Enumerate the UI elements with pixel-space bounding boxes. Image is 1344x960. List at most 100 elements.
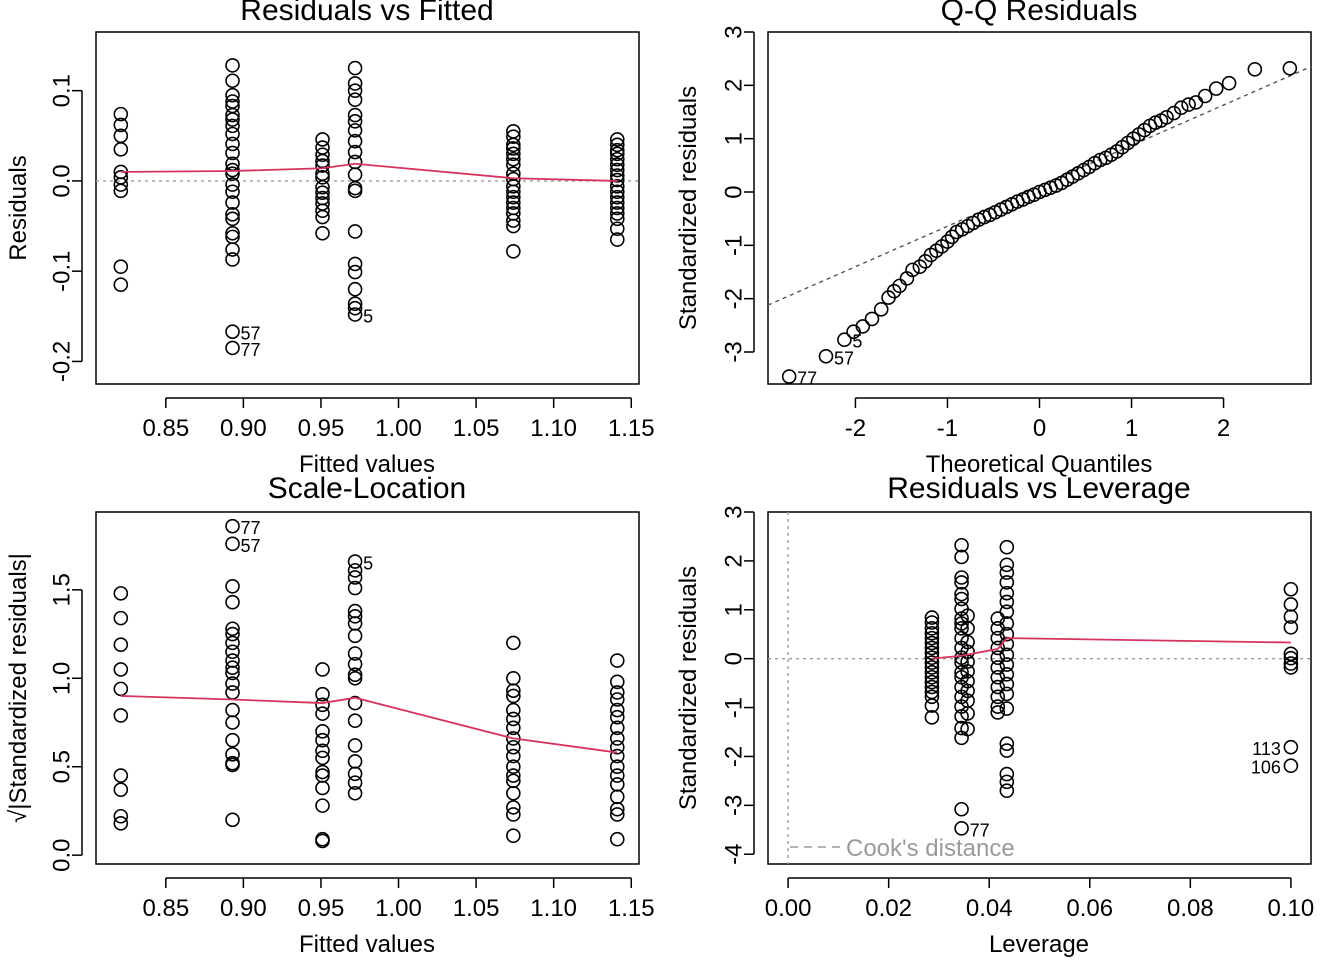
y-tick-label: 0 <box>721 652 748 665</box>
x-tick-label: 1 <box>1125 415 1138 442</box>
data-point <box>609 685 625 700</box>
data-point <box>999 783 1015 798</box>
data-point <box>912 259 928 274</box>
data-point <box>347 713 363 729</box>
y-tick-label: -1 <box>721 697 748 718</box>
data-point <box>347 609 363 624</box>
x-tick-label: 0.95 <box>298 895 345 922</box>
data-point <box>999 743 1015 758</box>
point-label: 77 <box>241 340 261 360</box>
data-point <box>347 224 363 239</box>
data-point <box>924 710 940 725</box>
data-point <box>999 676 1015 692</box>
data-point <box>347 76 363 91</box>
data-point <box>113 117 129 133</box>
y-tick-label: 0.0 <box>49 838 76 871</box>
data-point <box>924 655 940 670</box>
data-point <box>315 147 330 163</box>
data-point <box>999 736 1015 752</box>
plot-frame <box>767 511 1312 865</box>
data-point <box>315 750 330 766</box>
cooks-distance-legend-label: Cook's distance <box>846 835 1015 862</box>
data-point <box>347 144 363 160</box>
data-point <box>225 518 240 534</box>
data-point <box>609 200 625 216</box>
y-axis-label: Standardized residuals <box>675 86 702 330</box>
panel-title: Residuals vs Leverage <box>887 472 1191 505</box>
data-point <box>347 554 363 569</box>
y-tick-label: 1.5 <box>49 573 76 606</box>
data-point <box>609 195 625 210</box>
data-point <box>506 807 521 822</box>
data-point <box>113 782 129 798</box>
x-axis-label: Theoretical Quantiles <box>926 451 1153 478</box>
data-point <box>113 708 129 723</box>
y-tick-label: -1 <box>721 235 748 256</box>
data-point <box>347 307 363 322</box>
data-point <box>113 816 129 831</box>
panel-title: Q-Q Residuals <box>941 0 1138 27</box>
data-point <box>347 300 363 316</box>
data-point <box>225 812 240 828</box>
data-point <box>954 801 969 817</box>
data-point <box>225 594 240 610</box>
data-point <box>837 332 852 348</box>
data-point <box>609 801 625 817</box>
data-point <box>225 112 240 127</box>
data-point <box>225 685 240 700</box>
y-axis-label: Residuals <box>5 155 32 260</box>
data-point <box>225 166 240 182</box>
data-point <box>506 748 521 764</box>
point-label: 57 <box>241 324 261 344</box>
data-point <box>347 107 363 123</box>
data-point <box>990 669 1006 685</box>
x-tick-label: 1.15 <box>608 415 655 442</box>
x-tick-label: 0.95 <box>298 415 345 442</box>
data-point <box>609 189 625 205</box>
x-tick-label: -2 <box>845 415 866 442</box>
data-point <box>347 766 363 782</box>
data-point <box>225 660 240 675</box>
point-label: 77 <box>241 518 261 538</box>
data-point <box>960 683 975 699</box>
data-point <box>954 586 969 602</box>
data-point <box>999 604 1015 620</box>
data-point <box>506 759 521 775</box>
data-point <box>315 780 330 796</box>
data-point <box>609 720 625 736</box>
data-point <box>506 195 521 210</box>
smoother-line <box>931 637 1291 660</box>
data-point <box>1283 656 1299 671</box>
data-point <box>609 146 625 162</box>
data-point <box>225 578 240 594</box>
data-point <box>609 179 625 194</box>
data-point <box>990 660 1006 675</box>
data-point <box>954 730 969 746</box>
data-point <box>315 203 330 219</box>
data-point <box>506 785 521 801</box>
data-point <box>347 754 363 769</box>
data-point <box>225 195 240 210</box>
x-tick-label: 0.04 <box>966 895 1013 922</box>
data-point <box>924 689 940 705</box>
data-point <box>609 759 625 775</box>
y-tick-label: 2 <box>721 554 748 567</box>
data-point <box>924 645 940 661</box>
panel-scale-location: Scale-Location Fitted values √|Standardi… <box>5 472 655 958</box>
y-tick-label: -2 <box>721 746 748 767</box>
data-point <box>990 699 1006 714</box>
data-point <box>1283 609 1299 624</box>
data-point <box>225 225 240 241</box>
x-tick-label: 1.00 <box>375 415 422 442</box>
data-point <box>347 167 363 182</box>
data-point <box>609 162 625 178</box>
data-point <box>609 232 625 247</box>
data-point <box>1247 62 1263 77</box>
data-point <box>315 179 330 195</box>
data-point <box>315 833 330 849</box>
data-point <box>892 278 907 294</box>
data-point <box>225 184 240 200</box>
data-point <box>225 87 240 103</box>
data-point <box>924 640 940 656</box>
data-point <box>609 184 625 200</box>
